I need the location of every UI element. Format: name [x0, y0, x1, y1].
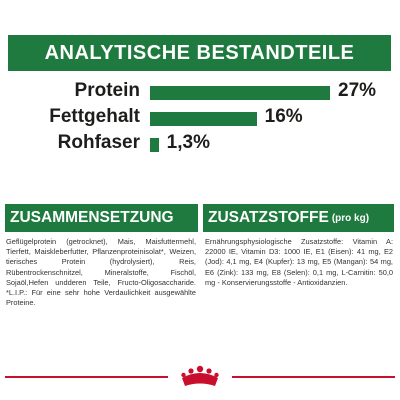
label-fettgehalt: Fettgehalt [49, 106, 140, 127]
label-rohfaser: Rohfaser [57, 132, 140, 153]
additives-title: ZUSATZSTOFFE [208, 209, 329, 226]
royal-canin-crown-logo-icon [181, 365, 219, 386]
footer-line-left [5, 376, 168, 378]
value-fettgehalt: 16% [264, 106, 303, 127]
additives-title-suffix: (pro kg) [331, 212, 370, 224]
analytics-header: ANALYTISCHE BESTANDTEILE [8, 35, 391, 71]
analytics-title: ANALYTISCHE BESTANDTEILE [44, 41, 355, 64]
footer-line-right [232, 376, 395, 378]
composition-text: Geflügelprotein (getrocknet), Mais, Mais… [6, 237, 196, 308]
bar-rohfaser [150, 138, 159, 152]
additives-text: Ernährungsphysiologische Zusatzstoffe: V… [205, 237, 393, 287]
value-protein: 27% [338, 80, 377, 101]
bar-fettgehalt [150, 112, 257, 126]
bar-protein [150, 86, 330, 100]
label-protein: Protein [74, 80, 140, 101]
value-rohfaser: 1,3% [166, 132, 210, 153]
composition-title-bar: ZUSAMMENSETZUNG [5, 204, 198, 232]
composition-title: ZUSAMMENSETZUNG [10, 209, 174, 226]
additives-title-bar: ZUSATZSTOFFE (pro kg) [203, 204, 394, 232]
